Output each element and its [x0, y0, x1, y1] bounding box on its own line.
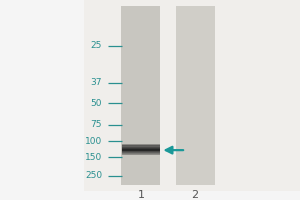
Bar [122, 6, 160, 185]
Text: 75: 75 [91, 120, 102, 129]
Text: 250: 250 [85, 171, 102, 180]
Bar [122, 147, 160, 148]
Bar [122, 144, 160, 146]
Text: 100: 100 [85, 137, 102, 146]
Bar [176, 6, 214, 185]
Bar [122, 148, 160, 149]
Bar [122, 146, 160, 147]
Bar [122, 145, 160, 146]
Text: 37: 37 [91, 78, 102, 87]
Text: 50: 50 [91, 99, 102, 108]
Bar [84, 0, 300, 191]
Bar [122, 154, 160, 155]
Bar [122, 151, 160, 152]
Bar [122, 152, 160, 153]
Bar [122, 150, 160, 151]
Bar [122, 149, 160, 150]
Text: 25: 25 [91, 41, 102, 50]
Text: 150: 150 [85, 153, 102, 162]
Text: 2: 2 [191, 190, 199, 200]
Text: 1: 1 [137, 190, 145, 200]
Bar [122, 149, 160, 151]
Bar [122, 153, 160, 154]
